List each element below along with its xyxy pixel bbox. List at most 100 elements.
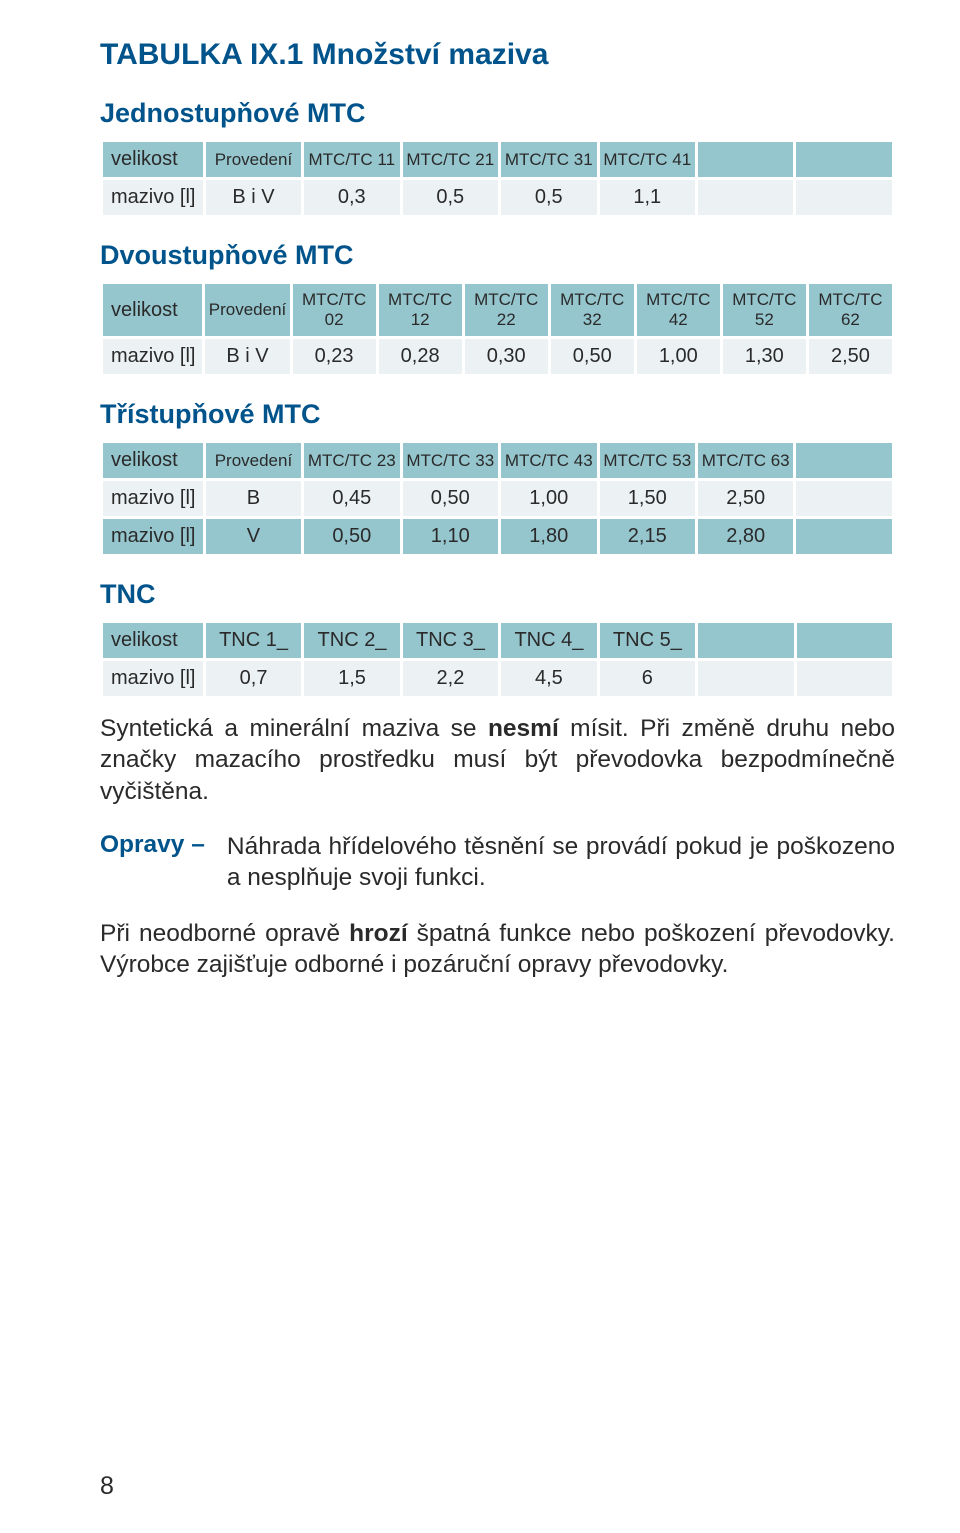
td: mazivo [l] <box>103 661 203 696</box>
th: Provedení <box>206 142 301 177</box>
td: 1,10 <box>403 519 498 554</box>
td <box>796 481 892 516</box>
table-row: mazivo [l] B i V 0,23 0,28 0,30 0,50 1,0… <box>103 339 892 374</box>
opravy-label: Opravy – <box>100 831 205 894</box>
th <box>797 623 892 658</box>
th: velikost <box>103 443 203 478</box>
th <box>698 142 793 177</box>
td: 0,3 <box>304 180 399 215</box>
th: MTC/TC 21 <box>403 142 498 177</box>
td: 0,5 <box>403 180 498 215</box>
th: MTC/TC 33 <box>403 443 498 478</box>
section3-title: Třístupňové MTC <box>100 399 895 430</box>
td: mazivo [l] <box>103 519 203 554</box>
td: V <box>206 519 301 554</box>
td: 1,30 <box>723 339 806 374</box>
td <box>796 519 892 554</box>
th: MTC/TC 63 <box>698 443 793 478</box>
td: 1,50 <box>600 481 695 516</box>
td <box>698 180 793 215</box>
td: 4,5 <box>501 661 596 696</box>
td: 1,5 <box>304 661 399 696</box>
text-bold: nesmí <box>488 715 559 742</box>
th: MTC/TC 22 <box>465 284 548 336</box>
th: velikost <box>103 284 202 336</box>
th <box>796 142 892 177</box>
td <box>797 661 892 696</box>
th: TNC 1_ <box>206 623 301 658</box>
td: 2,2 <box>403 661 498 696</box>
th <box>796 443 892 478</box>
table-row: mazivo [l] B i V 0,3 0,5 0,5 1,1 <box>103 180 892 215</box>
td: 0,50 <box>304 519 399 554</box>
th: MTC/TC 42 <box>637 284 720 336</box>
th: TNC 4_ <box>501 623 596 658</box>
table-row: mazivo [l] 0,7 1,5 2,2 4,5 6 <box>103 661 892 696</box>
th: Provedení <box>205 284 289 336</box>
td: B <box>206 481 301 516</box>
td <box>796 180 892 215</box>
page-title: TABULKA IX.1 Množství maziva <box>100 38 895 72</box>
th: MTC/TC 31 <box>501 142 596 177</box>
th: MTC/TC 12 <box>379 284 462 336</box>
table-row: mazivo [l] V 0,50 1,10 1,80 2,15 2,80 <box>103 519 892 554</box>
td <box>698 661 793 696</box>
table-jednostupnove: velikost Provedení MTC/TC 11 MTC/TC 21 M… <box>100 139 895 218</box>
section2-title: Dvoustupňové MTC <box>100 240 895 271</box>
td: 0,50 <box>551 339 634 374</box>
td: 1,1 <box>600 180 695 215</box>
td: mazivo [l] <box>103 339 202 374</box>
td: 0,45 <box>304 481 399 516</box>
td: 0,23 <box>293 339 376 374</box>
text-bold: hrozí <box>349 920 408 947</box>
table-tnc: velikost TNC 1_ TNC 2_ TNC 3_ TNC 4_ TNC… <box>100 620 895 699</box>
th: MTC/TC 41 <box>600 142 695 177</box>
td: mazivo [l] <box>103 481 203 516</box>
th: TNC 2_ <box>304 623 399 658</box>
td: 0,30 <box>465 339 548 374</box>
td: 0,5 <box>501 180 596 215</box>
td: 2,50 <box>809 339 892 374</box>
td: 1,00 <box>637 339 720 374</box>
td: mazivo [l] <box>103 180 203 215</box>
td: 0,7 <box>206 661 301 696</box>
td: 0,28 <box>379 339 462 374</box>
th: MTC/TC 23 <box>304 443 399 478</box>
td: 1,00 <box>501 481 596 516</box>
section1-title: Jednostupňové MTC <box>100 98 895 129</box>
paragraph-opravy: Opravy – Náhrada hřídelového těsnění se … <box>100 831 895 894</box>
td: 1,80 <box>501 519 596 554</box>
text: Syntetická a minerální maziva se <box>100 715 488 742</box>
table-tristupnove: velikost Provedení MTC/TC 23 MTC/TC 33 M… <box>100 440 895 557</box>
table-row: velikost TNC 1_ TNC 2_ TNC 3_ TNC 4_ TNC… <box>103 623 892 658</box>
th: velikost <box>103 142 203 177</box>
section4-title: TNC <box>100 579 895 610</box>
td: B i V <box>206 180 301 215</box>
td: B i V <box>205 339 289 374</box>
th: MTC/TC 02 <box>293 284 376 336</box>
td: 0,50 <box>403 481 498 516</box>
paragraph-neodborne: Při neodborné opravě hrozí špatná funkce… <box>100 918 895 981</box>
td: 6 <box>600 661 695 696</box>
paragraph-syntheticka: Syntetická a minerální maziva se nesmí m… <box>100 713 895 807</box>
text: Při neodborné opravě <box>100 920 349 947</box>
table-row: mazivo [l] B 0,45 0,50 1,00 1,50 2,50 <box>103 481 892 516</box>
td: 2,15 <box>600 519 695 554</box>
th: Provedení <box>206 443 301 478</box>
th: MTC/TC 32 <box>551 284 634 336</box>
td: 2,50 <box>698 481 793 516</box>
th: MTC/TC 62 <box>809 284 892 336</box>
td: 2,80 <box>698 519 793 554</box>
table-dvoustupnove: velikost Provedení MTC/TC 02 MTC/TC 12 M… <box>100 281 895 377</box>
th <box>698 623 793 658</box>
th: MTC/TC 53 <box>600 443 695 478</box>
th: MTC/TC 52 <box>723 284 806 336</box>
th: MTC/TC 11 <box>304 142 399 177</box>
table-row: velikost Provedení MTC/TC 23 MTC/TC 33 M… <box>103 443 892 478</box>
th: TNC 3_ <box>403 623 498 658</box>
table-row: velikost Provedení MTC/TC 11 MTC/TC 21 M… <box>103 142 892 177</box>
th: velikost <box>103 623 203 658</box>
th: TNC 5_ <box>600 623 695 658</box>
table-row: velikost Provedení MTC/TC 02 MTC/TC 12 M… <box>103 284 892 336</box>
page-number: 8 <box>100 1472 114 1501</box>
